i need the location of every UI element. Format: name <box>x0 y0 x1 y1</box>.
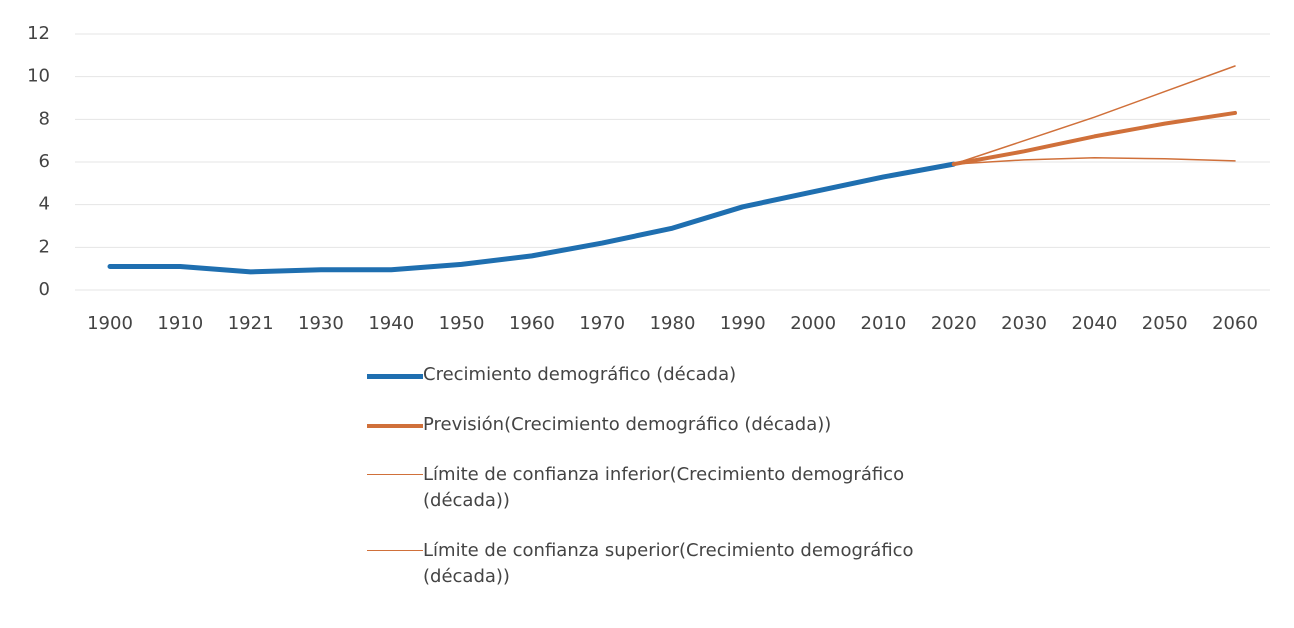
x-tick-label: 1910 <box>157 313 203 334</box>
y-tick-label: 6 <box>39 151 50 172</box>
series-line <box>951 110 1237 167</box>
legend-swatch <box>367 474 423 475</box>
x-tick-label: 2050 <box>1142 313 1188 334</box>
y-tick-label: 0 <box>39 279 50 300</box>
y-tick-label: 12 <box>27 23 50 44</box>
x-tick-label: 1940 <box>368 313 414 334</box>
x-tick-label: 1980 <box>650 313 696 334</box>
x-tick-label: 2010 <box>861 313 907 334</box>
x-tick-label: 1930 <box>298 313 344 334</box>
legend-swatch <box>367 374 423 379</box>
legend-label: Límite de confianza superior(Crecimiento… <box>423 540 914 587</box>
x-tick-label: 1990 <box>720 313 766 334</box>
x-tick-label: 2030 <box>1001 313 1047 334</box>
y-tick-label: 4 <box>39 194 50 215</box>
legend: Crecimiento demográfico (década) Previsió… <box>367 362 987 614</box>
legend-swatch <box>367 550 423 551</box>
chart: 0 2 4 6 8 10 12 1900 1910 1921 1930 1940 1950 1960 197… <box>27 23 1270 334</box>
legend-label: Previsión(Crecimiento demográfico (décad… <box>423 414 832 435</box>
x-tick-label: 2000 <box>790 313 836 334</box>
series-line <box>107 161 957 275</box>
legend-entry: Crecimiento demográfico (década) <box>367 362 987 388</box>
y-tick-label: 10 <box>27 66 50 87</box>
legend-entry: Límite de confianza inferior(Crecimiento… <box>367 462 987 514</box>
x-tick-label: 2020 <box>931 313 977 334</box>
legend-entry: Previsión(Crecimiento demográfico (décad… <box>367 412 987 438</box>
x-tick-label: 1921 <box>228 313 274 334</box>
x-tick-label: 1960 <box>509 313 555 334</box>
x-tick-label: 2040 <box>1071 313 1117 334</box>
y-tick-label: 8 <box>39 108 50 129</box>
legend-label: Límite de confianza inferior(Crecimiento… <box>423 464 905 511</box>
legend-label: Crecimiento demográfico (década) <box>423 364 737 385</box>
y-tick-label: 2 <box>39 236 50 257</box>
legend-entry: Límite de confianza superior(Crecimiento… <box>367 538 987 590</box>
legend-swatch <box>367 424 423 428</box>
series-line <box>953 156 1236 165</box>
x-tick-label: 1970 <box>579 313 625 334</box>
x-tick-label: 2060 <box>1212 313 1258 334</box>
series-line <box>953 65 1236 165</box>
x-tick-label: 1900 <box>87 313 133 334</box>
x-tick-label: 1950 <box>439 313 485 334</box>
